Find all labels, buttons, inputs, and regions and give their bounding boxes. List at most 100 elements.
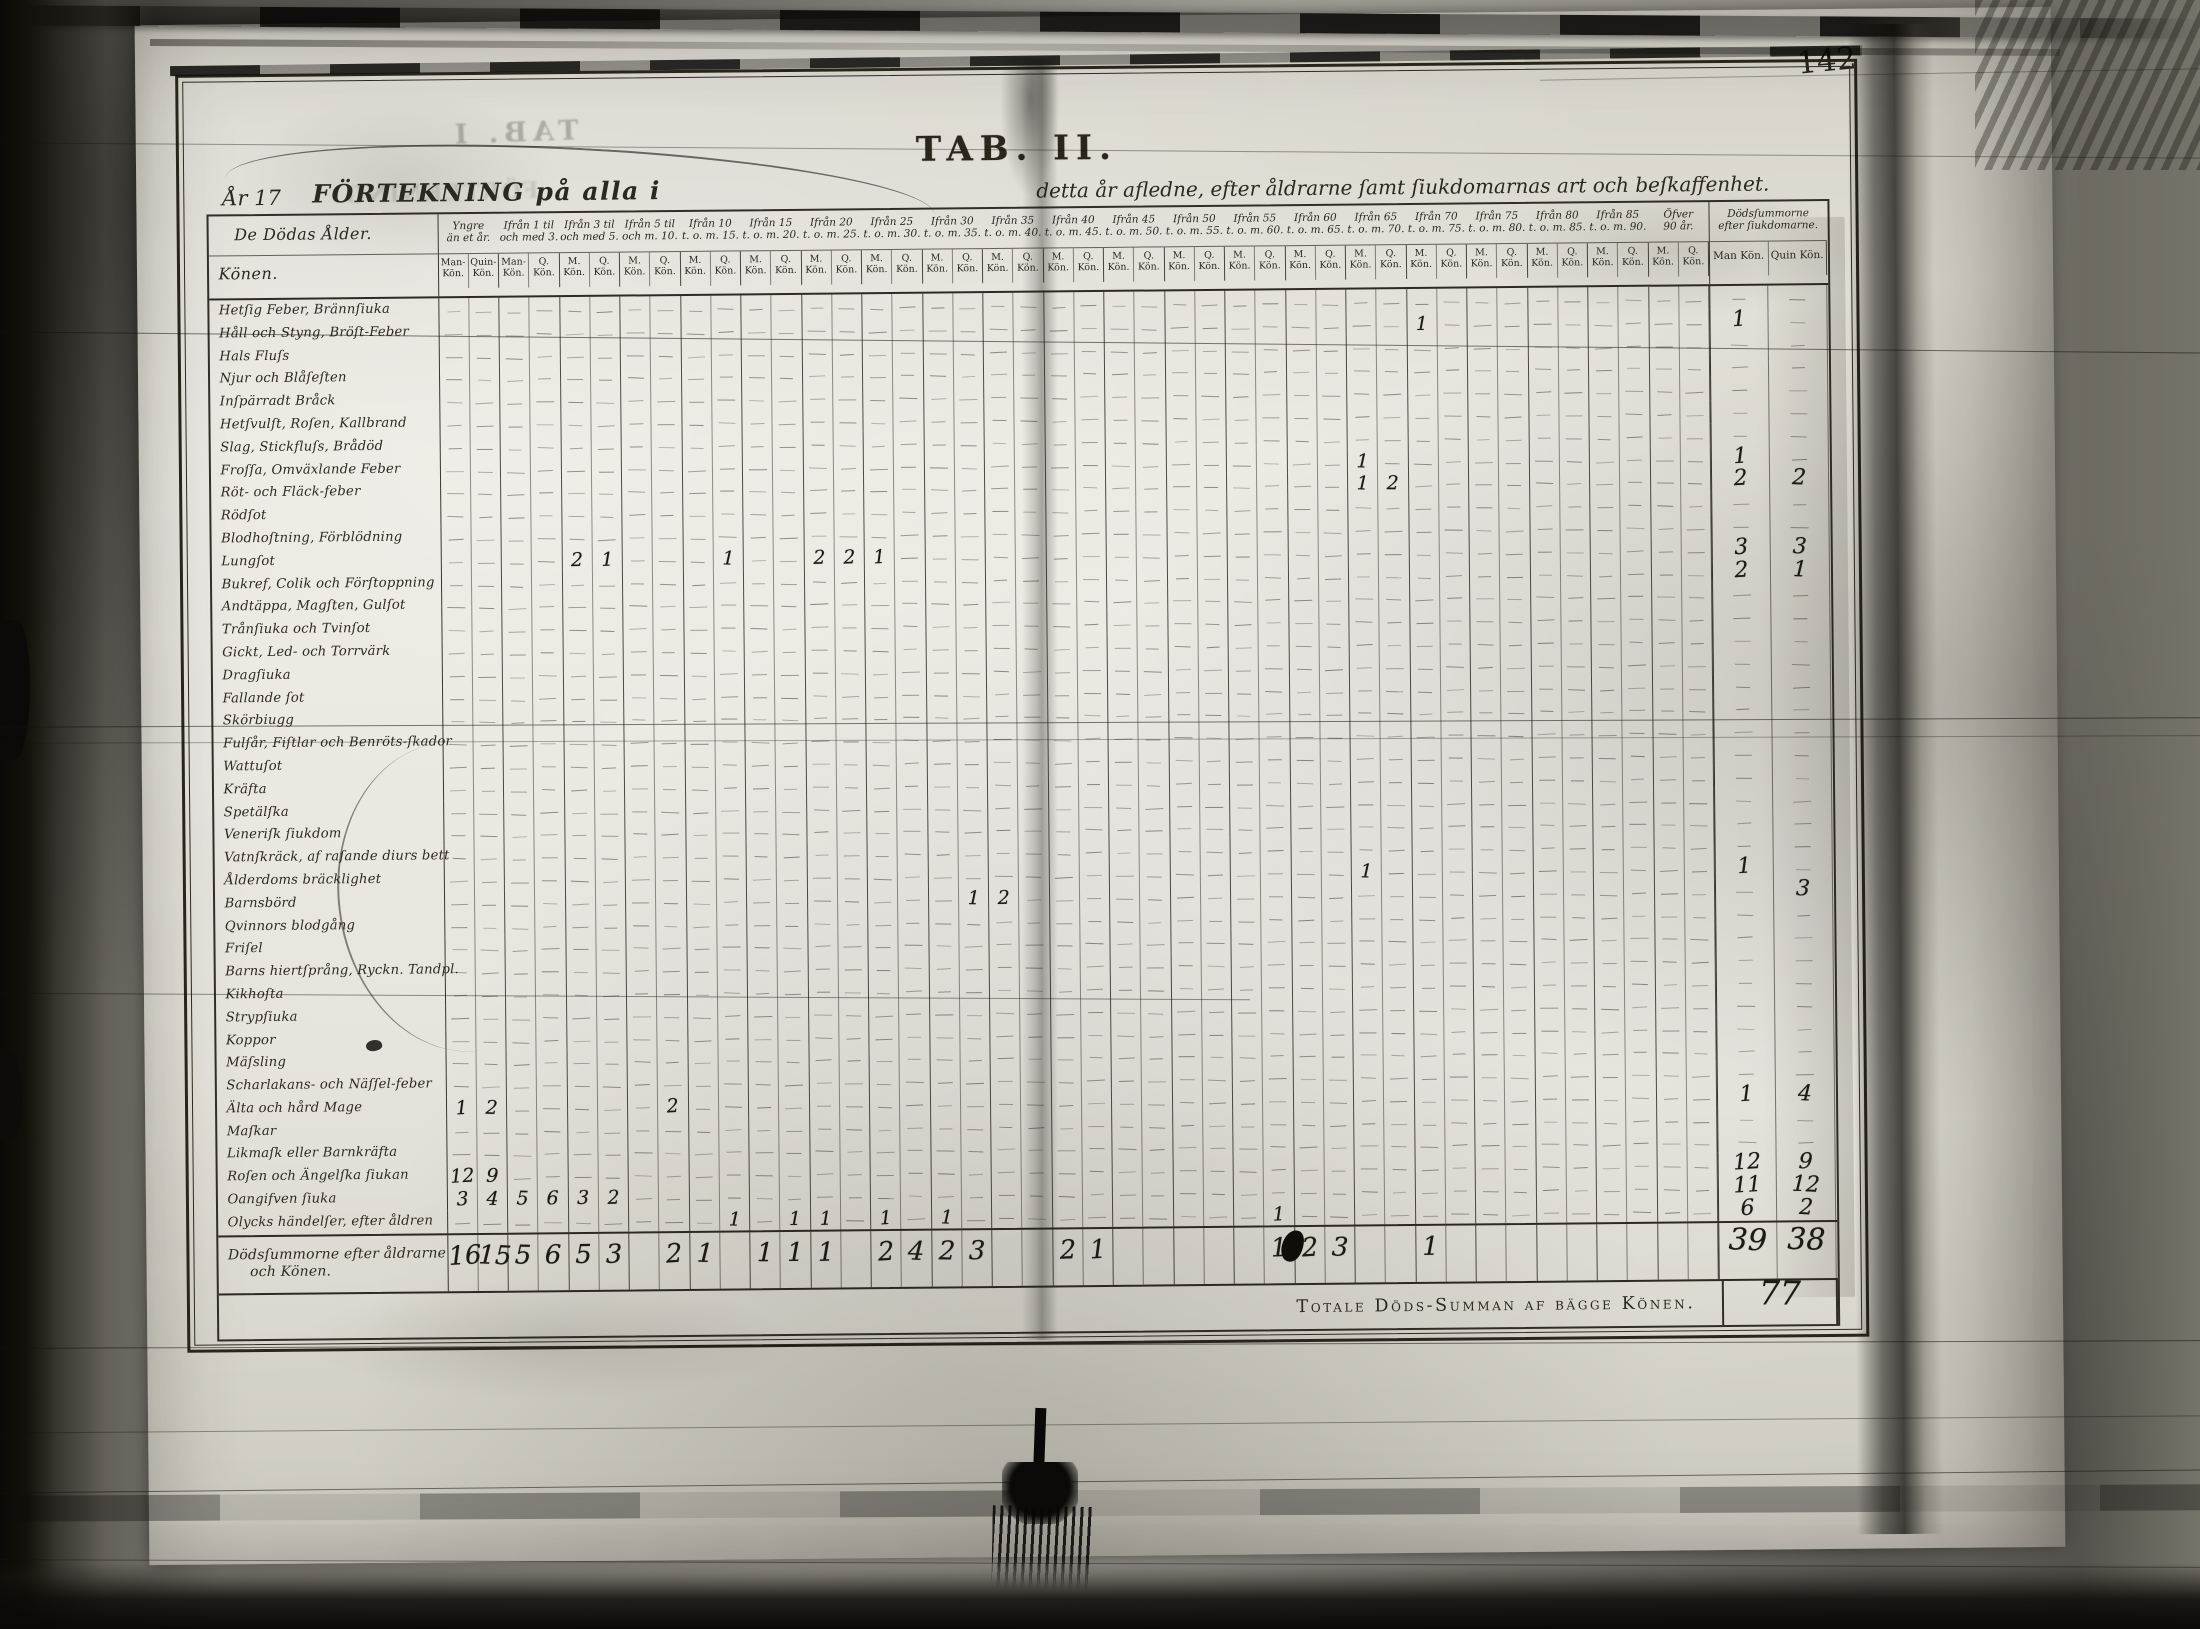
dash-mark [1083,487,1098,489]
grid-cell [504,798,535,823]
dash-mark [1383,416,1401,419]
dash-mark [1633,1029,1648,1031]
grid-cell [529,342,561,366]
grid-cell [1286,381,1318,405]
grid-cell [1437,311,1468,335]
dash-mark [631,674,647,676]
grid-cell [1045,520,1077,544]
dash-mark [1356,735,1375,737]
dash-mark [482,995,499,998]
dash-mark [1793,709,1810,711]
disease-total-man [1714,832,1774,857]
disease-total-man [1709,285,1769,309]
dash-mark [1266,804,1285,807]
grid-cell [1079,884,1111,908]
grid-cell [1169,792,1201,816]
dash-mark [1115,875,1134,877]
grid-cell [714,637,745,661]
dash-mark [1050,352,1068,355]
grid-cell [805,682,836,706]
grid-cell [984,383,1015,408]
dash-mark [784,788,798,790]
grid-cell [1231,974,1263,998]
grid-cell [682,500,714,524]
grid-cell [567,1140,599,1164]
dash-mark [1419,919,1436,921]
dash-mark [1331,1056,1345,1059]
grid-cell [984,452,1016,476]
dash-mark [782,720,799,722]
grid-cell [987,771,1019,795]
dash-mark [542,788,556,791]
dash-mark [1386,690,1404,692]
dash-mark [1689,506,1703,508]
grid-cell [473,799,505,823]
grid-cell [1687,1129,1718,1153]
dash-mark [1359,849,1373,851]
dash-mark [691,880,710,882]
age-total-cell: 5 [568,1233,600,1290]
dash-mark [1539,688,1554,690]
grid-cell [803,476,834,501]
dash-mark [1691,961,1709,964]
dash-mark [936,1036,954,1039]
dash-mark [1240,1080,1256,1083]
grid-cell [749,1115,780,1139]
grid-cell [565,935,597,959]
grid-cell [1472,789,1503,813]
dash-mark [995,716,1009,718]
grid-cell [772,363,803,387]
grid-cell [1473,926,1504,950]
dash-mark [1603,985,1617,988]
grid-cell [1468,379,1499,403]
dash-mark [749,514,766,516]
dash-mark [844,764,859,766]
grid-cell [778,978,809,1002]
grid-cell [923,384,955,408]
grid-cell [1532,811,1564,835]
dash-mark [1026,898,1042,901]
grid-cell [834,522,865,546]
dash-mark [1204,578,1221,580]
dash-mark [1446,483,1461,486]
dash-mark [934,900,952,902]
handwritten-value: 2 [484,1096,498,1119]
grid-cell [1347,403,1378,427]
dash-mark [1083,578,1100,580]
grid-cell [864,521,895,546]
dash-mark [1324,350,1339,352]
grid-cell [1015,520,1047,544]
dash-mark [690,743,709,746]
age-group-header: Ifrån 85 t. o. m. 90. M. Kön. Q. Kön. [1587,202,1649,286]
grid-cell [1138,656,1169,680]
grid-cell [1385,1178,1416,1202]
grid-cell [1415,1177,1446,1201]
grid-cell [1382,904,1413,928]
grid-cell [1199,723,1230,747]
footer-label: Dödsſummorne efter åldrarne och Könen. [217,1234,449,1294]
grid-cell [1289,700,1321,724]
age-total-cell: 1 [750,1231,782,1289]
grid-cell [501,525,532,549]
grid-cell [1626,1084,1657,1108]
heading-main: FÖRTEKNING på alla i [312,176,662,209]
dash-mark [1534,346,1552,348]
grid-cell [1256,404,1288,428]
dash-mark [1790,344,1805,347]
handwritten-value: 3 [1792,533,1808,560]
dash-mark [480,835,498,838]
dash-mark [1625,299,1642,302]
handwritten-value: 11 [1732,1172,1763,1199]
dash-mark [695,994,709,996]
dash-mark [1211,1171,1226,1173]
grid-cell [625,820,656,844]
dash-mark [1237,1012,1256,1014]
grid-cell [537,1095,568,1119]
dash-mark [1693,1121,1710,1124]
handwritten-value: 12 [449,1164,475,1189]
grid-cell [776,796,807,820]
dash-mark [1735,686,1750,688]
grid-cell [773,477,804,501]
grid-cell [1529,469,1560,494]
grid-cell: 9 [477,1163,508,1187]
